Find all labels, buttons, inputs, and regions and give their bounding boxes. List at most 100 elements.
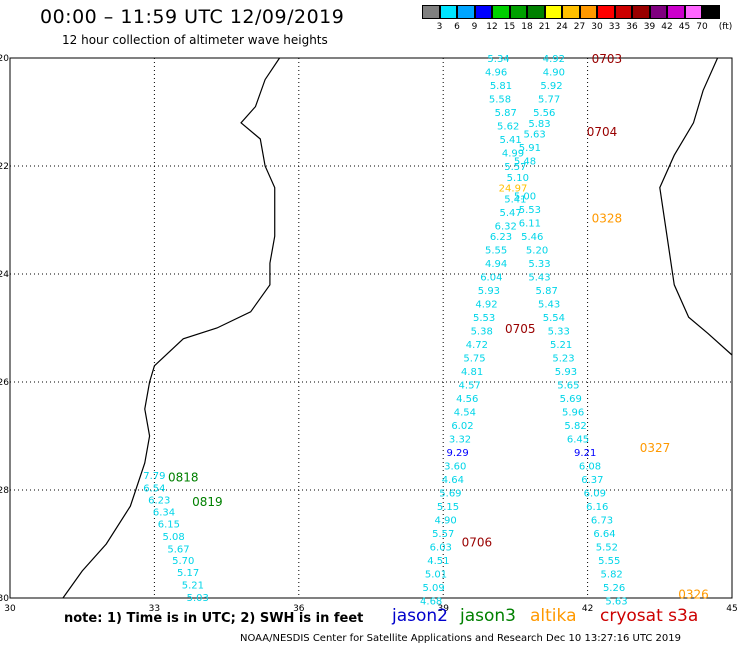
chart-title: 00:00 – 11:59 UTC 12/09/2019 <box>40 6 345 28</box>
wave-height-value: 5.47 <box>499 208 521 219</box>
wave-height-value: 5.43 <box>538 300 560 311</box>
wave-height-value: 4.90 <box>543 68 565 79</box>
wave-height-value: 5.01 <box>425 570 447 581</box>
wave-height-value: 5.96 <box>562 408 584 419</box>
scale-label: 15 <box>503 22 516 32</box>
wave-height-value: 5.81 <box>490 81 512 92</box>
scale-swatch <box>702 5 720 19</box>
wave-height-value: 6.16 <box>586 502 608 513</box>
wave-height-value: 5.65 <box>557 381 579 392</box>
pass-label: 0705 <box>505 322 536 336</box>
scale-label: 70 <box>696 22 708 32</box>
scale-label: 21 <box>538 22 551 32</box>
y-tick-label: -24 <box>0 270 9 280</box>
wave-height-value: 5.33 <box>548 327 570 338</box>
wave-height-value: 5.58 <box>489 95 511 106</box>
wave-height-value: 4.81 <box>461 367 483 378</box>
footer-credit: NOAA/NESDIS Center for Satellite Applica… <box>240 633 682 644</box>
wave-height-value: 6.34 <box>153 508 175 519</box>
wave-height-value: 5.55 <box>485 246 507 257</box>
wave-height-value: 5.46 <box>521 232 543 243</box>
wave-height-value: 4.90 <box>434 516 456 527</box>
wave-height-value: 5.10 <box>507 173 529 184</box>
scale-label: 42 <box>661 22 673 32</box>
scale-label: 39 <box>643 22 656 32</box>
scale-swatch <box>632 5 650 19</box>
y-tick-label: -30 <box>0 594 9 604</box>
wave-height-value: 6.03 <box>430 543 452 554</box>
scale-label: 27 <box>573 22 586 32</box>
scale-swatch <box>579 5 597 19</box>
wave-height-value: 5.21 <box>550 340 572 351</box>
wave-height-value: 5.77 <box>538 95 560 106</box>
wave-height-value: 5.75 <box>463 354 485 365</box>
pass-label: 0704 <box>587 125 618 139</box>
scale-swatch <box>562 5 580 19</box>
wave-height-value: 5.57 <box>504 162 526 173</box>
wave-height-value: 4.96 <box>485 68 507 79</box>
wave-height-value: 5.43 <box>528 273 550 284</box>
wave-height-value: 5.20 <box>526 246 548 257</box>
wave-height-value: 6.73 <box>591 516 613 527</box>
wave-height-value: 9.21 <box>574 448 596 459</box>
wave-height-value: 24.97 <box>499 184 528 195</box>
wave-height-value: 5.41 <box>504 194 526 205</box>
scale-swatch <box>422 5 440 19</box>
wave-height-value: 5.15 <box>437 502 459 513</box>
wave-height-value: 5.54 <box>543 313 565 324</box>
sat-jason2: jason2 <box>392 606 448 626</box>
wave-height-value: 5.55 <box>598 556 620 567</box>
wave-height-value: 5.83 <box>528 119 550 130</box>
scale-label: 18 <box>521 22 533 32</box>
wave-height-value: 9.29 <box>447 448 469 459</box>
x-tick-label: 39 <box>437 604 449 614</box>
wave-height-value: 6.04 <box>480 273 502 284</box>
wave-height-value: 5.69 <box>439 489 461 500</box>
sat-jason3: jason3 <box>460 606 516 626</box>
scale-swatch <box>667 5 685 19</box>
wave-height-value: 5.09 <box>422 583 444 594</box>
wave-height-value: 4.99 <box>502 149 524 160</box>
wave-height-value: 5.34 <box>487 54 509 65</box>
wave-height-value: 6.15 <box>158 519 180 530</box>
wave-height-value: 5.63 <box>605 597 627 608</box>
wave-height-value: 5.52 <box>596 543 618 554</box>
scale-swatch <box>474 5 492 19</box>
scale-label: 33 <box>608 22 621 32</box>
wave-height-value: 5.00 <box>514 192 536 203</box>
wave-height-value: 5.48 <box>514 157 536 168</box>
wave-height-value: 3.32 <box>449 435 471 446</box>
wave-height-value: 6.02 <box>451 421 473 432</box>
sat-altika: altika <box>530 606 577 626</box>
scale-swatch <box>509 5 527 19</box>
wave-height-value: 5.93 <box>478 286 500 297</box>
pass-label: 0326 <box>678 588 709 602</box>
wave-height-value: 3.60 <box>444 462 466 473</box>
scale-unit: (ft) <box>718 22 733 32</box>
y-tick-label: -26 <box>0 378 9 388</box>
wave-height-value: 5.26 <box>603 583 625 594</box>
wave-height-value: 5.17 <box>177 568 199 579</box>
plot-frame <box>9 57 733 599</box>
wave-height-value: 5.82 <box>601 570 623 581</box>
wave-height-value: 5.82 <box>564 421 586 432</box>
wave-height-value: 6.54 <box>143 483 165 494</box>
pass-label: 0328 <box>592 211 623 225</box>
pass-label: 0818 <box>168 471 199 485</box>
wave-height-value: 5.91 <box>519 143 541 154</box>
wave-height-value: 5.56 <box>533 108 555 119</box>
wave-height-value: 6.32 <box>495 221 517 232</box>
scale-label: 36 <box>626 22 638 32</box>
scale-label: 24 <box>556 22 568 32</box>
x-tick-label: 30 <box>4 604 16 614</box>
wave-height-value: 6.45 <box>567 435 589 446</box>
wave-height-value: 5.23 <box>552 354 574 365</box>
scale-swatch <box>457 5 475 19</box>
wave-height-value: 5.93 <box>555 367 577 378</box>
scale-swatch <box>597 5 615 19</box>
africa-coastline <box>62 57 281 599</box>
scale-swatch <box>544 5 562 19</box>
wave-height-value: 5.08 <box>163 532 185 543</box>
wave-height-value: 5.69 <box>560 394 582 405</box>
scale-label: 45 <box>678 22 691 32</box>
